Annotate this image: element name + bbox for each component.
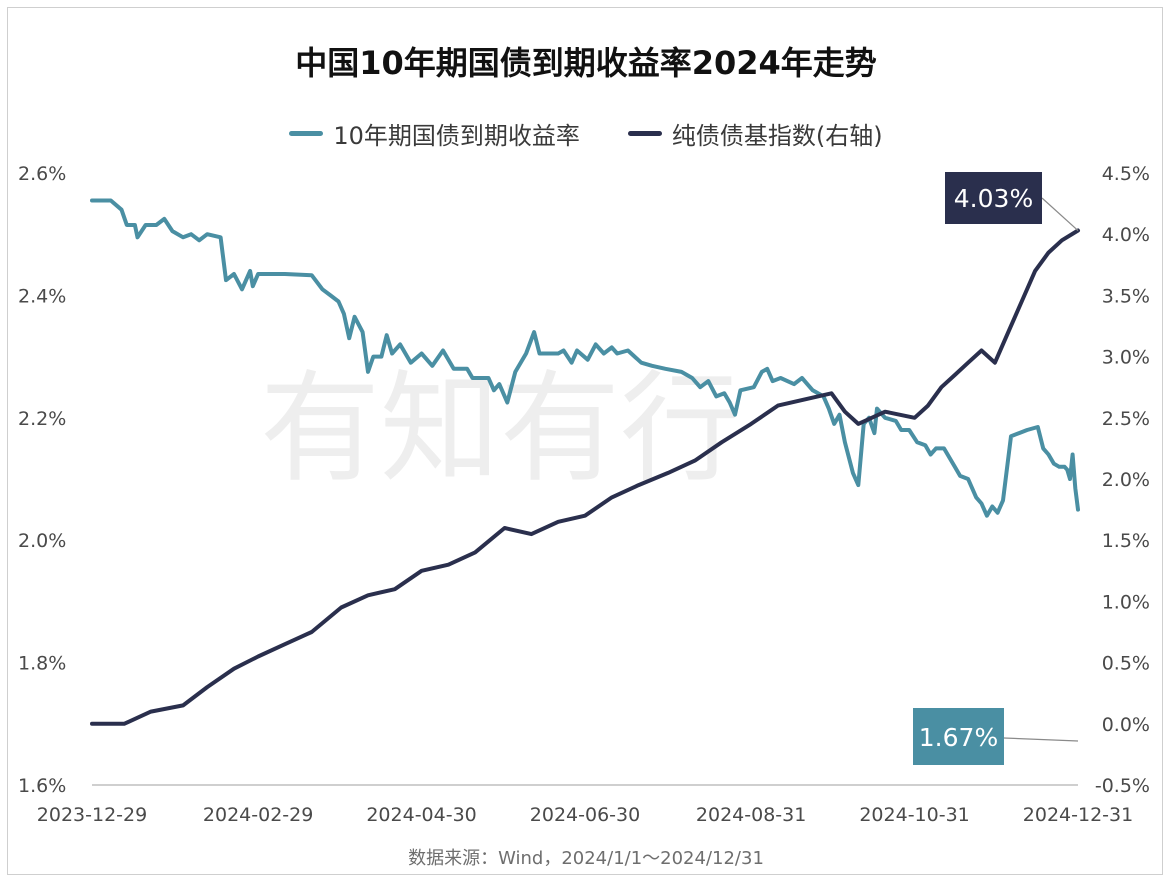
legend-label-index: 纯债债基指数(右轴) — [671, 122, 883, 150]
right-axis-tick-label: 0.5% — [1102, 653, 1150, 675]
x-axis-tick-label: 2024-06-30 — [530, 804, 640, 826]
left-axis-tick-label: 1.6% — [18, 775, 66, 797]
series-yield — [90, 198, 1080, 518]
left-axis-tick-label: 2.4% — [18, 285, 66, 307]
legend-item-index: 纯债债基指数(右轴) — [627, 116, 883, 151]
left-axis-tick-label: 1.8% — [18, 653, 66, 675]
x-axis-tick-label: 2024-02-29 — [203, 804, 313, 826]
chart-title: 中国10年期国债到期收益率2024年走势 — [295, 44, 877, 82]
callouts: 4.03% 1.67% — [913, 172, 1079, 765]
x-axis-tick-label: 2024-10-31 — [859, 804, 969, 826]
right-axis-tick-label: 2.0% — [1102, 469, 1150, 491]
right-axis-tick-label: 1.0% — [1102, 591, 1150, 613]
legend: 10年期国债到期收益率 纯债债基指数(右轴) — [0, 116, 1172, 151]
right-axis-tick-label: -0.5% — [1095, 775, 1150, 797]
right-axis-tick-label: 4.5% — [1102, 163, 1150, 185]
left-axis-tick-label: 2.0% — [18, 530, 66, 552]
callout-leader-index — [1041, 197, 1079, 231]
right-axis-tick-label: 3.5% — [1102, 285, 1150, 307]
x-axis-tick-label: 2024-08-31 — [696, 804, 806, 826]
series-index — [90, 228, 1080, 726]
legend-swatch-yield — [289, 131, 324, 136]
legend-swatch-index — [627, 131, 662, 136]
callout-label-index: 4.03% — [954, 184, 1033, 213]
right-axis-tick-label: 3.0% — [1102, 347, 1150, 369]
axes: 1.6% 1.8% 2.0% 2.2% 2.4% 2.6% -0.5% 0.0% 0.5% 1.0… — [18, 163, 1150, 826]
source-note: 数据来源：Wind，2024/1/1～2024/12/31 — [408, 848, 764, 869]
right-axis-tick-label: 1.5% — [1102, 530, 1150, 552]
right-axis-tick-label: 4.0% — [1102, 224, 1150, 246]
yield-line — [90, 198, 1080, 518]
callout-leader-yield — [1003, 737, 1079, 742]
x-axis-tick-label: 2024-04-30 — [366, 804, 476, 826]
right-axis-tick-label: 0.0% — [1102, 714, 1150, 736]
callout-label-yield: 1.67% — [919, 723, 998, 752]
callout-box-index — [945, 172, 1042, 224]
x-axis-tick-label: 2023-12-29 — [37, 804, 147, 826]
left-axis-tick-label: 2.2% — [18, 408, 66, 430]
legend-item-yield: 10年期国债到期收益率 — [289, 116, 580, 151]
right-axis-tick-label: 2.5% — [1102, 408, 1150, 430]
index-line — [90, 228, 1080, 726]
watermark: 有知有行 — [260, 360, 740, 499]
left-axis-tick-label: 2.6% — [18, 163, 66, 185]
legend-label-yield: 10年期国债到期收益率 — [333, 122, 580, 150]
callout-box-yield — [913, 708, 1004, 765]
x-axis-tick-label: 2024-12-31 — [1023, 804, 1133, 826]
